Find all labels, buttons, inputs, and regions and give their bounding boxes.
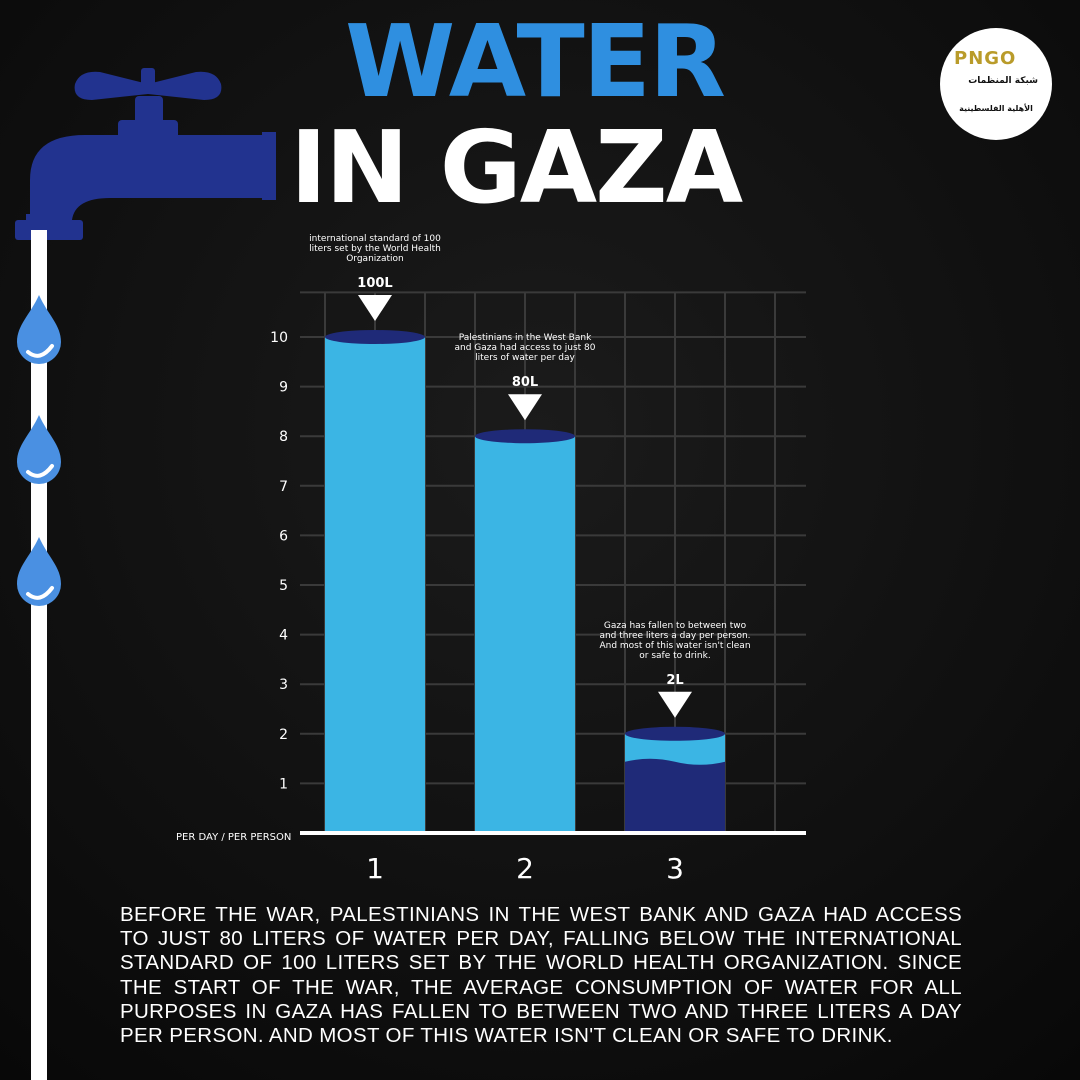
pngo-logo: PNGO شبكة المنظمات الأهلية الفلسطينية — [940, 28, 1052, 140]
y-tick-label: 10 — [270, 330, 288, 346]
pointer-triangle — [358, 295, 392, 321]
value-label: 100L — [357, 276, 392, 291]
bar-body — [475, 436, 575, 833]
pointer-triangle — [658, 691, 692, 718]
value-label: 80L — [512, 375, 538, 390]
y-tick-label: 4 — [279, 628, 288, 644]
annotation-line: and three liters a day per person. — [599, 631, 750, 641]
bar-water-fill — [625, 758, 725, 833]
y-tick-label: 6 — [279, 528, 288, 544]
body-paragraph: BEFORE THE WAR, PALESTINIANS IN THE WEST… — [120, 903, 962, 1048]
annotation-line: Organization — [346, 254, 404, 264]
annotation-line: and Gaza had access to just 80 — [455, 343, 596, 353]
bar-top-ellipse — [625, 726, 725, 741]
title-water: WATER — [345, 3, 726, 120]
annotation-line: Palestinians in the West Bank — [459, 333, 592, 343]
value-label: 2L — [666, 673, 683, 688]
annotation-line: international standard of 100 — [309, 234, 441, 244]
annotation-line: And most of this water isn't clean — [599, 641, 750, 651]
logo-arabic-line2: الأهلية الفلسطينية — [959, 104, 1033, 113]
bar-3 — [625, 726, 725, 833]
x-tick-label: 3 — [666, 852, 684, 885]
bar-2 — [475, 429, 575, 833]
chart-bars — [325, 330, 725, 833]
title-in-gaza: IN GAZA — [290, 109, 743, 226]
annotation-line: liters of water per day — [475, 353, 575, 363]
bar-body — [325, 337, 425, 833]
x-tick-label: 2 — [516, 852, 534, 885]
annotation-line: liters set by the World Health — [309, 244, 441, 254]
annotation-line: Gaza has fallen to between two — [604, 621, 747, 631]
y-tick-label: 8 — [279, 429, 288, 445]
bar-top-ellipse — [325, 330, 425, 344]
y-tick-label: 2 — [279, 727, 288, 743]
y-tick-label: 9 — [279, 380, 288, 396]
chart-labels: 1 2 3 4 5 6 7 8 9 10 1 100L international standard o… — [270, 234, 750, 885]
logo-arabic-line1: شبكة المنظمات — [968, 76, 1038, 86]
bar-1 — [325, 330, 425, 833]
x-tick-label: 1 — [366, 852, 384, 885]
y-tick-label: 3 — [279, 677, 288, 693]
x-axis-title: PER DAY / PER PERSON — [176, 832, 291, 843]
y-tick-label: 1 — [279, 776, 288, 792]
logo-latin-text: PNGO — [954, 48, 1017, 69]
pointer-triangle — [508, 394, 542, 421]
annotation-line: or safe to drink. — [639, 651, 710, 661]
y-tick-label: 7 — [279, 479, 288, 495]
y-tick-label: 5 — [279, 578, 288, 594]
bar-top-ellipse — [475, 429, 575, 444]
